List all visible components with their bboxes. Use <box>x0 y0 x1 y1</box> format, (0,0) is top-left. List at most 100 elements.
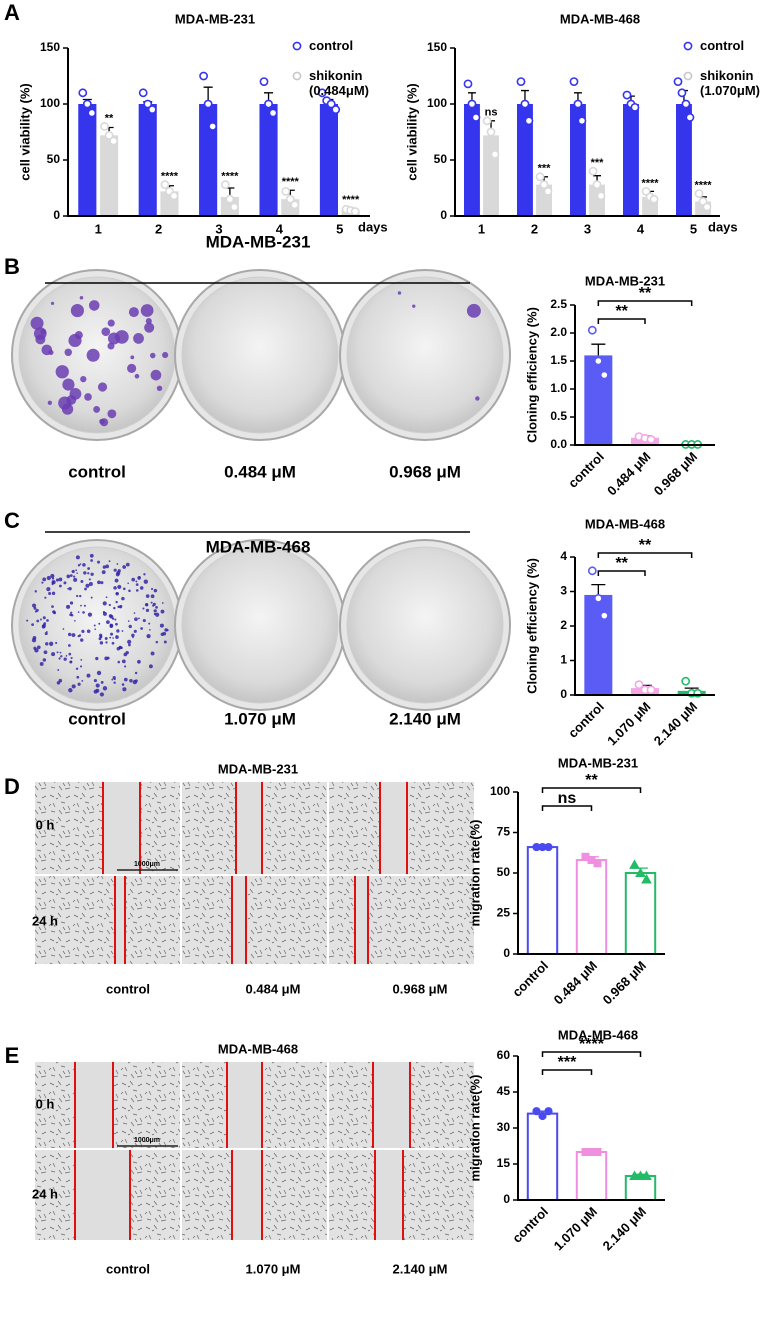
significance-label: ns <box>558 790 577 807</box>
colony <box>138 617 140 620</box>
colony <box>113 681 116 684</box>
y-tick-label: 0.0 <box>550 437 567 451</box>
colony <box>117 660 121 664</box>
bar <box>589 184 605 216</box>
data-point <box>82 99 92 109</box>
bar <box>483 135 499 216</box>
colony <box>121 659 126 664</box>
data-point <box>635 867 646 877</box>
colony <box>127 363 137 373</box>
colony <box>51 577 55 580</box>
data-point <box>596 191 606 201</box>
data-point <box>677 88 687 98</box>
x-tick-label: 3 <box>584 221 591 236</box>
colony <box>42 616 46 620</box>
colony <box>31 637 37 643</box>
significance-bracket <box>541 805 593 811</box>
y-tick-label: 0 <box>503 1192 510 1206</box>
data-point <box>104 130 114 140</box>
colony <box>120 646 123 650</box>
data-point <box>100 122 109 131</box>
colony <box>57 669 60 671</box>
colony <box>117 569 121 573</box>
colony <box>132 679 138 685</box>
y-tick-label: 15 <box>497 1156 511 1170</box>
colony <box>90 596 93 599</box>
significance-bracket <box>541 1051 642 1057</box>
panel-letter: C <box>4 508 20 533</box>
scratch-gap <box>75 1150 130 1240</box>
colony <box>100 581 104 585</box>
colony <box>73 575 76 578</box>
colony <box>78 634 82 637</box>
data-point <box>593 859 602 868</box>
colony <box>69 574 73 577</box>
colony <box>104 637 108 640</box>
colony <box>142 607 145 610</box>
data-point <box>593 356 603 366</box>
data-point <box>516 77 526 86</box>
cell-texture <box>329 876 474 964</box>
colony <box>102 565 107 569</box>
colony <box>102 686 108 691</box>
colony <box>148 622 151 625</box>
x-tick-label: control <box>509 1204 551 1246</box>
data-point <box>681 676 691 686</box>
colony <box>90 559 93 562</box>
x-tick-label: 4 <box>637 221 645 236</box>
x-tick-label: 2.140 μM <box>651 699 700 748</box>
data-point <box>681 99 691 109</box>
y-tick-label: 100 <box>427 96 447 110</box>
chart-title: MDA-MB-468 <box>558 1027 638 1042</box>
colony <box>77 611 80 613</box>
x-tick-label: 0.484 μM <box>604 449 653 498</box>
significance-label: *** <box>591 157 605 169</box>
colony <box>138 575 141 579</box>
colony <box>52 580 55 583</box>
bar <box>78 104 97 216</box>
colony <box>55 641 58 645</box>
colony <box>70 660 73 663</box>
colony <box>79 594 82 598</box>
colony <box>82 563 86 567</box>
colony <box>51 583 54 586</box>
image-header: MDA-MB-468 <box>218 1041 298 1056</box>
y-tick-label: 2.0 <box>550 325 567 339</box>
colony <box>159 623 164 628</box>
y-tick-label: 150 <box>40 40 60 54</box>
colony <box>121 596 125 601</box>
bar <box>570 104 586 216</box>
data-point <box>641 1170 652 1180</box>
x-tick-label: 1.070 μM <box>551 1204 600 1253</box>
data-point <box>673 77 683 86</box>
colony <box>52 610 56 614</box>
image-header: MDA-MB-468 <box>206 537 311 556</box>
x-tick-label: 5 <box>690 221 697 236</box>
significance-bracket <box>597 552 693 558</box>
colony <box>80 604 82 607</box>
colony <box>105 641 108 644</box>
colony <box>152 602 156 606</box>
colony <box>41 624 46 629</box>
colony <box>39 618 42 621</box>
colony <box>150 587 154 591</box>
scale-bar-label: 1000μm <box>134 861 160 868</box>
colony <box>122 565 127 569</box>
colony <box>99 418 105 425</box>
data-point <box>532 1107 541 1116</box>
colony <box>466 303 481 318</box>
scratch-gap <box>103 782 140 874</box>
colony <box>75 667 79 671</box>
data-point <box>569 77 579 86</box>
scratch-gap <box>232 876 246 964</box>
cell-texture <box>35 876 180 964</box>
data-point <box>593 594 603 603</box>
data-point <box>646 685 656 695</box>
image-caption: control <box>68 462 126 481</box>
scale-bar-label: 1000μm <box>134 1137 160 1144</box>
colony <box>63 657 67 661</box>
error-bar <box>591 583 606 595</box>
data-point <box>490 149 500 159</box>
significance-label: **** <box>342 194 360 206</box>
y-axis-label: cell viability (%) <box>17 83 32 181</box>
